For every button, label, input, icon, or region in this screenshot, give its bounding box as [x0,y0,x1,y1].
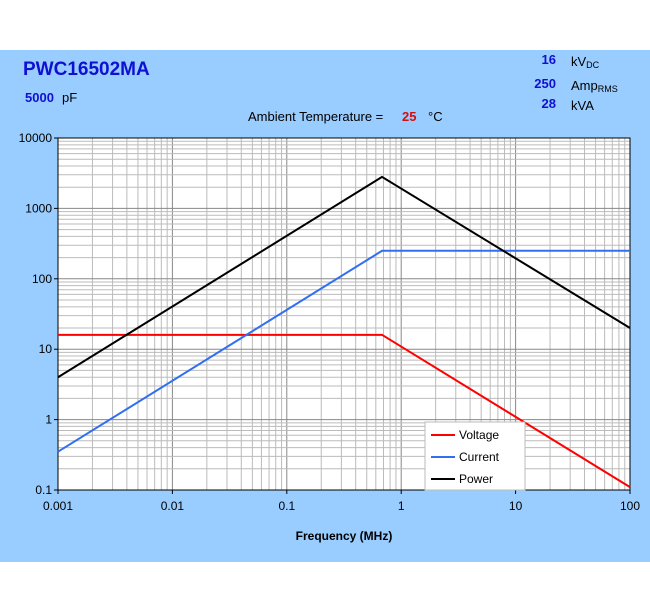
x-tick-label: 0.1 [278,499,295,513]
series-line-power [57,175,631,379]
x-tick-label: 1 [398,499,405,513]
rating-power-unit: kVA [571,98,594,113]
y-tick-label: 0.1 [35,483,52,497]
capacitance-unit: pF [62,90,78,105]
rating-power-value: 28 [541,96,556,111]
y-tick-label: 10000 [19,131,53,145]
y-tick-label: 100 [32,272,52,286]
legend-label: Power [459,472,493,486]
y-tick-label: 10 [39,342,53,356]
series-line-voltage [58,333,631,488]
rating-current-unit: AmpRMS [571,78,618,94]
ambient-value: 25 [402,109,417,124]
rating-current-value: 250 [534,76,556,91]
plot-area [58,138,630,490]
x-tick-label: 0.001 [43,499,73,513]
legend-label: Voltage [459,428,499,442]
legend-label: Current [459,450,500,464]
x-axis-label: Frequency (MHz) [296,529,393,543]
y-tick-label: 1 [45,413,52,427]
ambient-unit: °C [428,109,443,124]
x-tick-label: 0.01 [161,499,185,513]
rating-voltage-unit: kVDC [571,54,600,70]
capacitance-value: 5000 [25,90,54,105]
series-line-current [57,249,630,453]
part-number-title: PWC16502MA [23,59,150,80]
rating-voltage-value: 16 [541,52,556,67]
ambient-label: Ambient Temperature = [248,109,384,124]
y-tick-label: 1000 [25,201,52,215]
x-tick-label: 10 [509,499,523,513]
plot-border [57,137,631,491]
x-tick-label: 100 [620,499,640,513]
